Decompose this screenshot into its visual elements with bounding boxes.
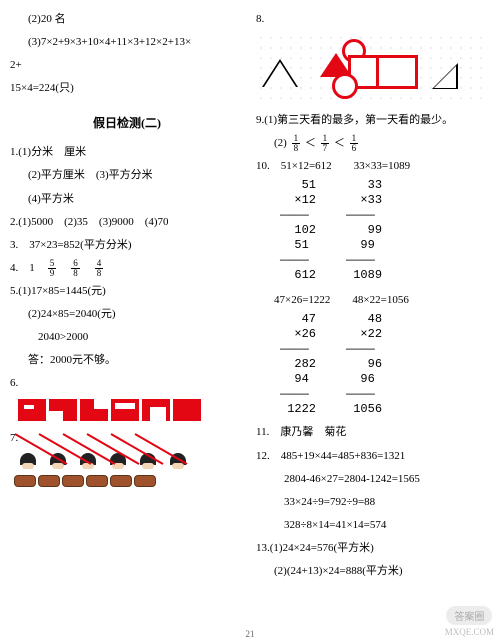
text-line: 47×26=1222 48×22=1056	[256, 289, 490, 312]
fraction: 16	[350, 134, 359, 153]
red-divider	[376, 55, 379, 89]
text-line: (2)平方厘米 (3)平方分米	[10, 164, 244, 187]
phone-icon	[134, 475, 156, 487]
text-line: 2040>2000	[10, 326, 244, 349]
text-line: 2.(1)5000 (2)35 (3)9000 (4)70	[10, 211, 244, 234]
phone-icon	[86, 475, 108, 487]
fraction: 68	[71, 259, 80, 278]
text-line: (4)平方米	[10, 188, 244, 211]
right-triangle-fill	[434, 66, 456, 88]
fraction: 18	[292, 134, 301, 153]
page-root: (2)20 名 (3)7×2+9×3+10×4+11×3+12×2+13× 2+…	[0, 0, 500, 643]
text-line: 2+	[10, 54, 244, 77]
text-line: 9.(1)第三天看的最多，第一天看的最少。	[256, 109, 490, 132]
triangle-fill	[264, 62, 296, 87]
text-line: (2)24×85=2040(元)	[10, 303, 244, 326]
long-mul-row: 47 ×26 ―――― 282 94 ―――― 1222 48 ×22 ――――…	[280, 312, 490, 417]
watermark-site: MXQE.COM	[445, 627, 494, 637]
lt-symbol: ＜	[305, 137, 316, 149]
red-rectangle-icon	[348, 55, 418, 89]
long-multiplication: 48 ×22 ―――― 96 96 ―――― 1056	[346, 312, 382, 417]
watermark: 答案圈 MXQE.COM	[445, 606, 494, 637]
text-line: 1.(1)分米 厘米	[10, 141, 244, 164]
long-mul-row: 51 ×12 ―――― 102 51 ―――― 612 33 ×33 ―――― …	[280, 178, 490, 283]
right-column: 8. 9.(1)第三天看的最多，第一天看的最少。 (2) 18 ＜ 17 ＜ 1…	[250, 8, 490, 623]
q9b-line: (2) 18 ＜ 17 ＜ 16	[256, 132, 490, 155]
text-line: (3)7×2+9×3+10×4+11×3+12×2+13×	[10, 31, 244, 54]
text-line: 33×24÷9=792÷9=88	[256, 491, 490, 514]
fraction: 59	[48, 259, 57, 278]
text-line: 3. 37×23=852(平方分米)	[10, 234, 244, 257]
person-icon	[14, 453, 42, 469]
q4-line: 4. 1 59 68 48	[10, 257, 244, 280]
text-line: 15×4=224(只)	[10, 77, 244, 100]
text-line: 13.(1)24×24=576(平方米)	[256, 537, 490, 560]
red-block	[80, 399, 108, 421]
q6-label: 6.	[10, 372, 244, 395]
text-line: 10. 51×12=612 33×33=1089	[256, 155, 490, 178]
text-line: 12. 485+19×44=485+836=1321	[256, 445, 490, 468]
phone-icon	[38, 475, 60, 487]
page-number: 21	[246, 629, 255, 639]
phone-icon	[14, 475, 36, 487]
red-block	[173, 399, 201, 421]
phone-icon	[62, 475, 84, 487]
long-multiplication: 47 ×26 ―――― 282 94 ―――― 1222	[280, 312, 316, 417]
long-multiplication: 33 ×33 ―――― 99 99 ―――― 1089	[346, 178, 382, 283]
q7-figure-row2	[14, 473, 244, 487]
q8-figure	[256, 33, 490, 103]
phone-icon	[110, 475, 132, 487]
lt-symbol: ＜	[334, 137, 345, 149]
q6-figure	[18, 399, 244, 421]
text-line: 5.(1)17×85=1445(元)	[10, 280, 244, 303]
long-multiplication: 51 ×12 ―――― 102 51 ―――― 612	[280, 178, 316, 283]
left-column: (2)20 名 (3)7×2+9×3+10×4+11×3+12×2+13× 2+…	[10, 8, 250, 623]
text-line: 2804-46×27=2804-1242=1565	[256, 468, 490, 491]
red-block	[111, 399, 139, 421]
q4-prefix: 4. 1	[10, 262, 35, 274]
red-block	[49, 399, 77, 421]
text-line: 328÷8×14=41×14=574	[256, 514, 490, 537]
text-line: 答：2000元不够。	[10, 349, 244, 372]
red-block	[18, 399, 46, 421]
fraction: 17	[321, 134, 330, 153]
red-circle-icon	[332, 73, 358, 99]
q9b-prefix: (2)	[274, 137, 287, 149]
q8-label: 8.	[256, 8, 490, 31]
text-line: (2)20 名	[10, 8, 244, 31]
watermark-badge: 答案圈	[446, 606, 492, 625]
text-line: (2)(24+13)×24=888(平方米)	[256, 560, 490, 583]
text-line: 11. 康乃馨 菊花	[256, 421, 490, 444]
section-heading: 假日检测(二)	[10, 114, 244, 131]
red-block	[142, 399, 170, 421]
fraction: 48	[95, 259, 104, 278]
